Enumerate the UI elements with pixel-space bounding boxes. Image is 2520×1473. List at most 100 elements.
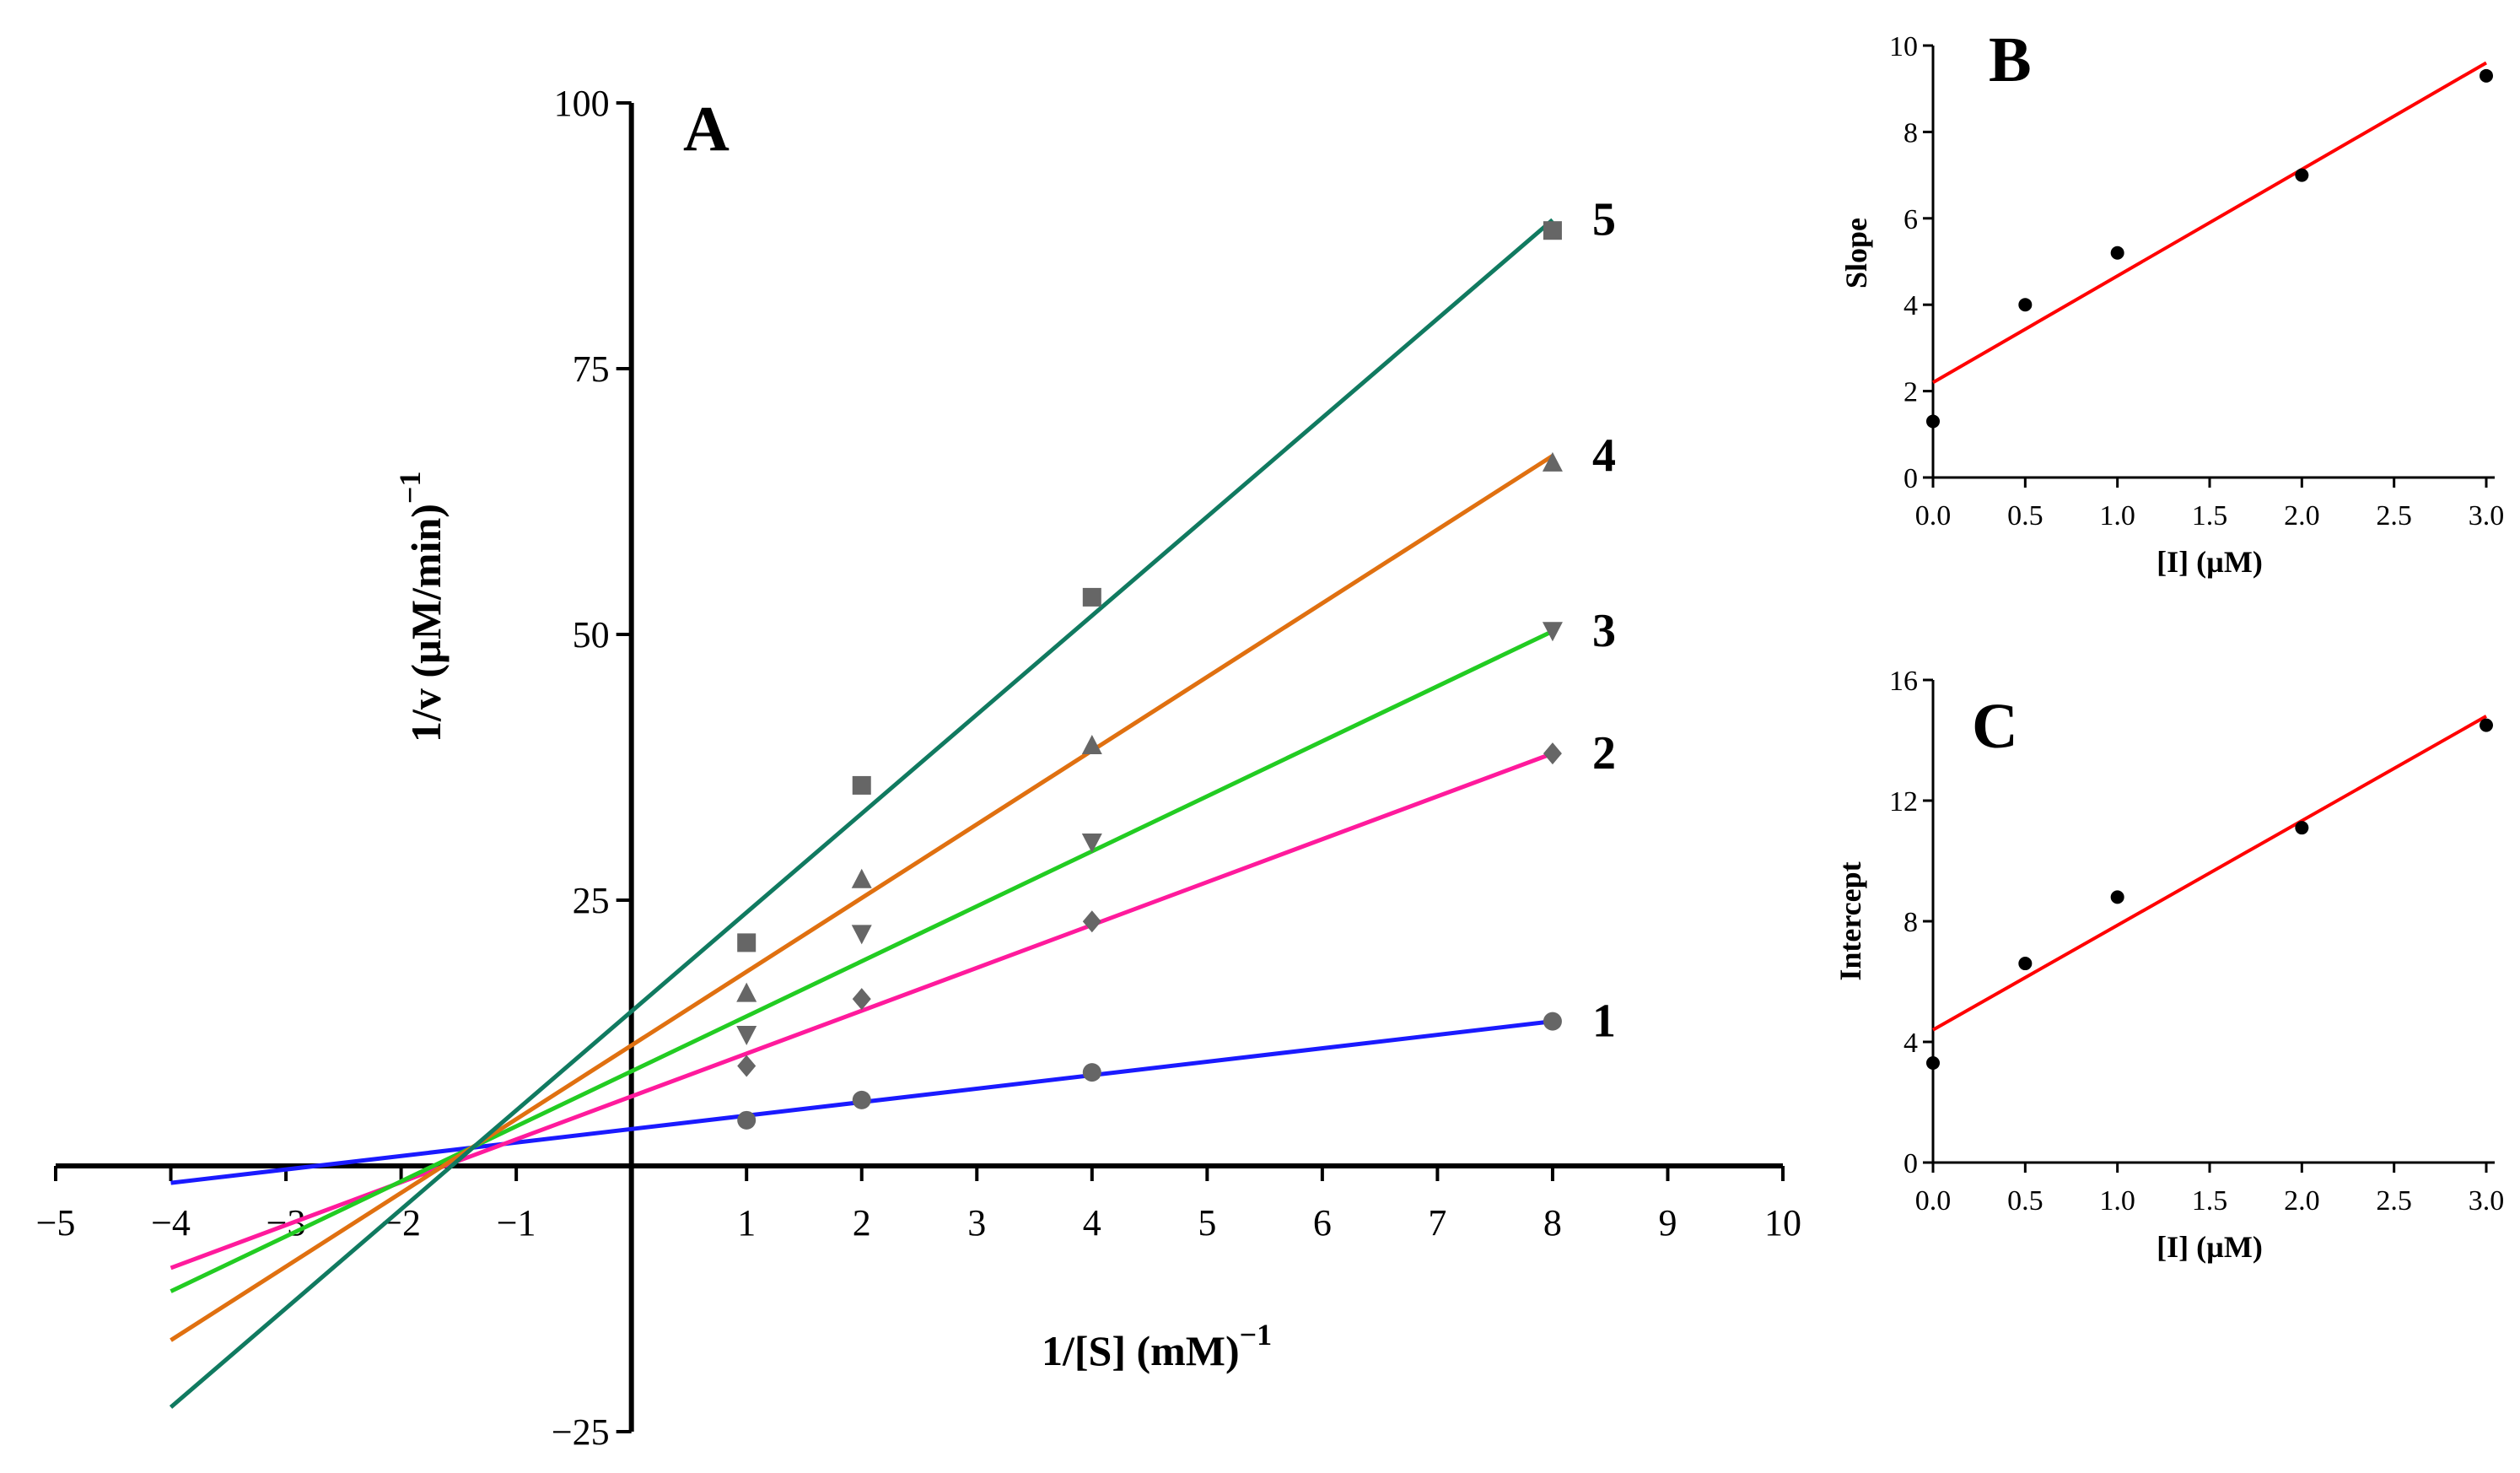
- data-point-2: [1543, 742, 1562, 765]
- x-axis-title: 1/[S] (mM)−1: [1042, 1318, 1272, 1374]
- data-point-3: [736, 1026, 757, 1046]
- curve-label-1: 1: [1592, 995, 1616, 1048]
- y-tick-label: 50: [573, 614, 610, 656]
- fit-line-4: [170, 454, 1554, 1342]
- series-3: 3: [170, 605, 1616, 1293]
- x-tick-label: −5: [36, 1202, 76, 1244]
- data-point-2: [737, 1055, 757, 1077]
- x-tick-label: 0.5: [2007, 500, 2043, 531]
- x-tick-label: 10: [1764, 1202, 1801, 1244]
- x-tick-label: 6: [1313, 1202, 1332, 1244]
- x-tick-label: −1: [497, 1202, 536, 1244]
- panel-b: 0.0 0.5 1.0 1.5 2.0 2.5 3.0 0 2 4 6 8 10 B [I] (µM) Slo…: [1839, 24, 2504, 579]
- x-tick-label: −4: [151, 1202, 191, 1244]
- curve-label-3: 3: [1592, 605, 1616, 657]
- fit-line: [1932, 715, 2487, 1032]
- x-tick-label: 2.5: [2376, 500, 2412, 531]
- data-point: [2480, 68, 2493, 83]
- x-tick-label: 7: [1428, 1202, 1446, 1244]
- x-tick-label: 2.5: [2376, 1185, 2412, 1217]
- x-tick-label: 8: [1543, 1202, 1562, 1244]
- x-tick-label: 1.5: [2192, 1185, 2228, 1217]
- y-tick-label: 4: [1903, 1028, 1918, 1059]
- y-tick-label: 4: [1903, 290, 1918, 321]
- y-tick-label: 25: [573, 880, 610, 921]
- data-point: [2480, 718, 2493, 732]
- y-tick-label: 8: [1903, 117, 1918, 148]
- data-point: [2110, 890, 2124, 904]
- panel-c: 0.0 0.5 1.0 1.5 2.0 2.5 3.0 0 4 8 12 16 C [I] (µM) Int…: [1833, 666, 2504, 1264]
- data-point-2: [852, 988, 871, 1011]
- data-point-1: [1082, 1063, 1101, 1082]
- data-point-1: [737, 1110, 757, 1130]
- panel-a: −5−4−3−2−112345678910−25255075100A1/[S] …: [36, 83, 1801, 1453]
- panel-b-letter: B: [1989, 24, 2032, 95]
- x-tick-label: 2: [853, 1202, 871, 1244]
- y-tick-label: 2: [1903, 377, 1918, 408]
- data-point-4: [1081, 735, 1102, 755]
- series-5: 5: [169, 194, 1616, 1409]
- y-tick-label: −25: [552, 1411, 610, 1453]
- curve-label-5: 5: [1592, 194, 1616, 246]
- data-point-4: [736, 982, 757, 1002]
- x-tick-label: 0.0: [1915, 500, 1952, 531]
- y-axis-title: Intercept: [1833, 861, 1867, 980]
- x-axis-title: [I] (µM): [2157, 545, 2263, 579]
- data-point-2: [1082, 910, 1101, 933]
- fit-line: [1931, 61, 2488, 385]
- x-tick-label: 3.0: [2469, 1185, 2505, 1217]
- panel-a-letter: A: [683, 94, 730, 165]
- data-point: [2295, 821, 2309, 835]
- fit-line-3: [170, 629, 1554, 1293]
- data-point-1: [1543, 1012, 1562, 1031]
- y-tick-label: 0: [1903, 1148, 1918, 1179]
- data-point: [1926, 1056, 1940, 1071]
- y-tick-label: 6: [1903, 204, 1918, 235]
- series-1: 1: [170, 995, 1616, 1185]
- curve-label-2: 2: [1592, 727, 1616, 780]
- series-4: 4: [170, 429, 1616, 1342]
- fit-line-5: [169, 218, 1554, 1409]
- curve-label-4: 4: [1592, 429, 1616, 482]
- data-point-3: [851, 925, 872, 945]
- x-tick-label: 2.0: [2284, 1185, 2320, 1217]
- x-tick-label: 0.0: [1915, 1185, 1952, 1217]
- x-tick-label: 1.0: [2099, 1185, 2135, 1217]
- data-point-5: [1082, 587, 1101, 607]
- y-tick-label: 100: [554, 83, 610, 124]
- y-tick-label: 16: [1889, 666, 1918, 697]
- data-point-5: [737, 933, 757, 952]
- data-point-4: [851, 868, 872, 888]
- y-tick-label: 75: [573, 348, 610, 390]
- data-point: [2018, 957, 2033, 971]
- data-point-3: [1081, 833, 1102, 853]
- data-point: [2018, 298, 2033, 312]
- x-tick-label: 9: [1658, 1202, 1677, 1244]
- data-point-3: [1542, 622, 1563, 642]
- x-tick-label: 4: [1083, 1202, 1101, 1244]
- y-axis-title: 1/v (µM/min)−1: [393, 472, 450, 742]
- x-tick-label: 1: [737, 1202, 756, 1244]
- data-point: [2110, 246, 2124, 260]
- data-point-5: [1543, 221, 1562, 240]
- y-tick-label: 0: [1903, 463, 1918, 494]
- y-tick-label: 10: [1889, 31, 1918, 62]
- x-tick-label: 2.0: [2284, 500, 2320, 531]
- x-axis-title: [I] (µM): [2157, 1230, 2263, 1264]
- data-point-5: [852, 775, 871, 795]
- x-axis-title-exponent: −1: [1240, 1318, 1273, 1352]
- y-tick-label: 8: [1903, 907, 1918, 938]
- x-tick-label: 1.0: [2099, 500, 2135, 531]
- x-tick-label: 0.5: [2007, 1185, 2043, 1217]
- x-tick-label: 3: [967, 1202, 986, 1244]
- y-axis-title-exponent: −1: [393, 472, 427, 504]
- y-axis-title: Slope: [1839, 218, 1873, 289]
- panel-c-letter: C: [1972, 691, 2018, 762]
- data-point-4: [1542, 451, 1563, 472]
- data-point: [1926, 414, 1940, 429]
- x-tick-label: 3.0: [2469, 500, 2505, 531]
- y-tick-label: 12: [1889, 786, 1918, 817]
- x-tick-label: 1.5: [2192, 500, 2228, 531]
- data-point: [2295, 168, 2309, 182]
